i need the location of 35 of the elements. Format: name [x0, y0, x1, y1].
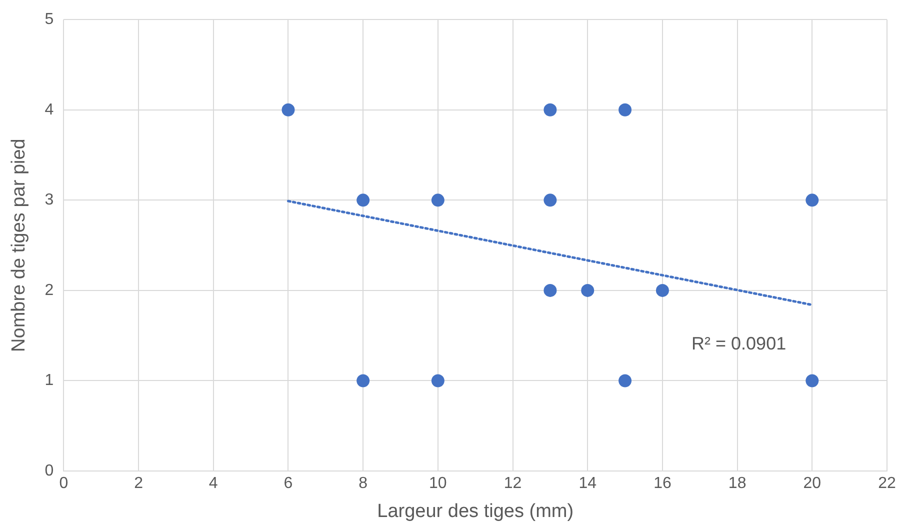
x-tick-label: 20 [803, 475, 822, 492]
point [431, 374, 444, 388]
x-tick-label: 12 [504, 475, 522, 492]
y-tick-label: 2 [44, 282, 54, 299]
x-tick-label: 16 [654, 475, 672, 492]
x-axis-title: Largeur des tiges (mm) [377, 500, 574, 522]
x-tick-label: 6 [284, 475, 293, 492]
point [806, 374, 819, 388]
point [581, 284, 594, 297]
x-tick-label: 14 [578, 475, 597, 492]
point [618, 374, 632, 388]
y-tick-label: 0 [44, 462, 54, 480]
y-tick-label: 3 [44, 192, 54, 209]
x-tick-label: 4 [208, 475, 218, 492]
point [431, 194, 444, 207]
x-tick-label: 0 [59, 475, 68, 492]
x-tick-label: 8 [358, 475, 368, 492]
point [806, 194, 819, 207]
annotation: R² = 0.0901 [692, 334, 786, 354]
point [544, 194, 557, 207]
x-tick-label: 22 [878, 475, 896, 492]
point [544, 103, 557, 116]
x-tick-label: 2 [134, 475, 144, 492]
point [356, 194, 370, 207]
point [282, 103, 295, 116]
y-tick-label: 4 [44, 101, 54, 118]
point [618, 103, 632, 116]
y-axis-title: Nombre de tiges par pied [8, 138, 30, 352]
point [656, 284, 669, 297]
point [356, 374, 370, 388]
point [544, 284, 557, 297]
y-tick-label: 5 [44, 11, 54, 28]
x-tick-label: 10 [429, 475, 447, 492]
x-tick-label: 18 [728, 475, 746, 492]
y-tick-label: 1 [44, 372, 54, 390]
